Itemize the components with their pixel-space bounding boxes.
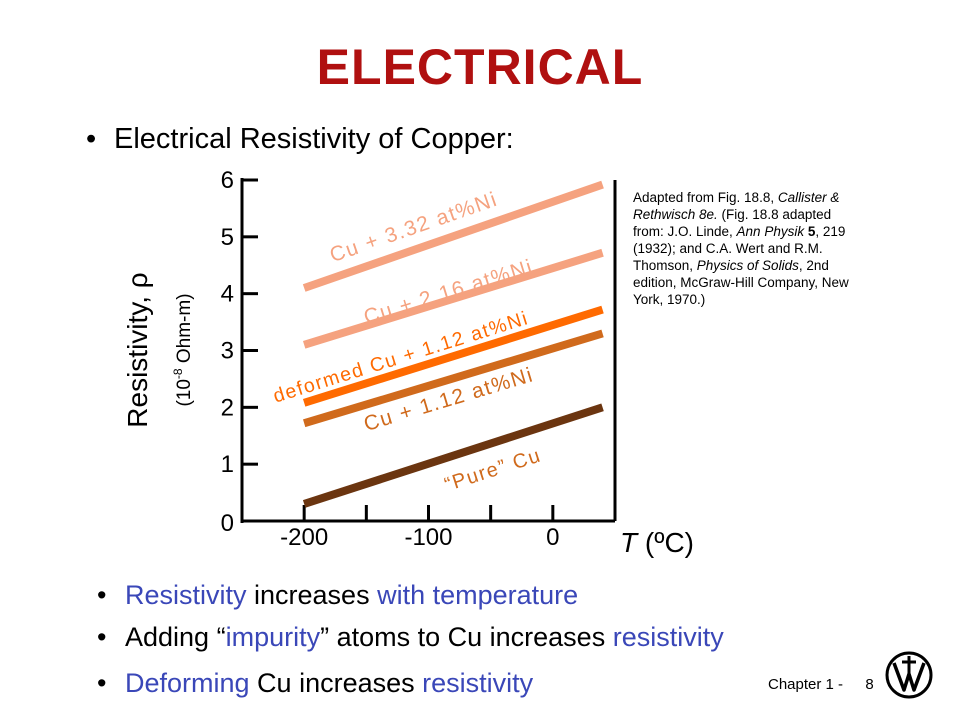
bullet-2-part-1: Adding “: [125, 622, 226, 652]
bullet-3-part-2: Cu increases: [249, 668, 423, 698]
subtitle-text: Electrical Resistivity of Copper:: [114, 123, 514, 155]
source-note: Adapted from Fig. 18.8, Callister & Reth…: [633, 190, 849, 307]
x-tick-label: -200: [280, 524, 328, 551]
slide-title: ELECTRICAL: [316, 39, 644, 95]
bullet-2-part-2: impurity: [225, 622, 321, 652]
x-tick-label: 0: [546, 524, 559, 551]
y-unit-sup: -8: [171, 368, 185, 379]
y-tick-label: 0: [221, 510, 234, 537]
page-number: 8: [865, 676, 874, 693]
series-line-3: [302, 305, 604, 407]
y-tick-label: 1: [221, 451, 234, 478]
publisher-logo-icon: [885, 651, 933, 699]
bullet-1-part-2: increases: [246, 580, 378, 610]
y-tick-label: 3: [221, 338, 234, 365]
bullet-1-part-1: Resistivity: [125, 580, 247, 610]
x-axis-label-unit: (ºC): [637, 527, 694, 558]
x-axis-label: T (ºC): [620, 527, 694, 558]
chart-series: [302, 180, 604, 508]
x-tick-label: -100: [404, 524, 452, 551]
y-axis-label: Resistivity, ρ: [122, 272, 153, 427]
x-axis-label-symbol: T: [620, 527, 639, 558]
y-axis-unit: (10-8 Ohm-m): [171, 293, 195, 406]
y-tick-label: 2: [221, 394, 234, 421]
bullet-2-part-3: ” atoms to Cu increases: [320, 622, 613, 652]
bullet-3: • Deforming Cu increases resistivity: [97, 668, 534, 698]
y-unit-pre: (10: [174, 379, 195, 406]
y-unit-post: Ohm-m): [174, 293, 195, 368]
chapter-label: Chapter 1 -: [768, 676, 844, 693]
bullet-3-part-3: resistivity: [422, 668, 534, 698]
bullet-3-part-1: Deforming: [125, 668, 250, 698]
y-tick-label: 6: [221, 167, 234, 194]
series-line-5: [302, 403, 604, 508]
bullet-1: • Resistivity increases with temperature: [97, 580, 579, 610]
bullet-2: • Adding “impurity” atoms to Cu increases…: [97, 622, 724, 652]
y-tick-label: 4: [221, 281, 234, 308]
chart-axes: 0 1 2 3 4 5 6 -200 -100 0 T (ºC) Resistivity, ρ (10-…: [122, 167, 694, 558]
bullet-2-part-4: resistivity: [612, 622, 724, 652]
series-line-2: [302, 248, 604, 349]
footer: Chapter 1 - 8: [768, 676, 874, 693]
series-line-1: [302, 180, 604, 292]
subtitle: • Electrical Resistivity of Copper:: [86, 123, 514, 155]
series-line-4: [303, 329, 604, 428]
y-tick-label: 5: [221, 224, 234, 251]
bullet-1-part-3: with temperature: [377, 580, 579, 610]
